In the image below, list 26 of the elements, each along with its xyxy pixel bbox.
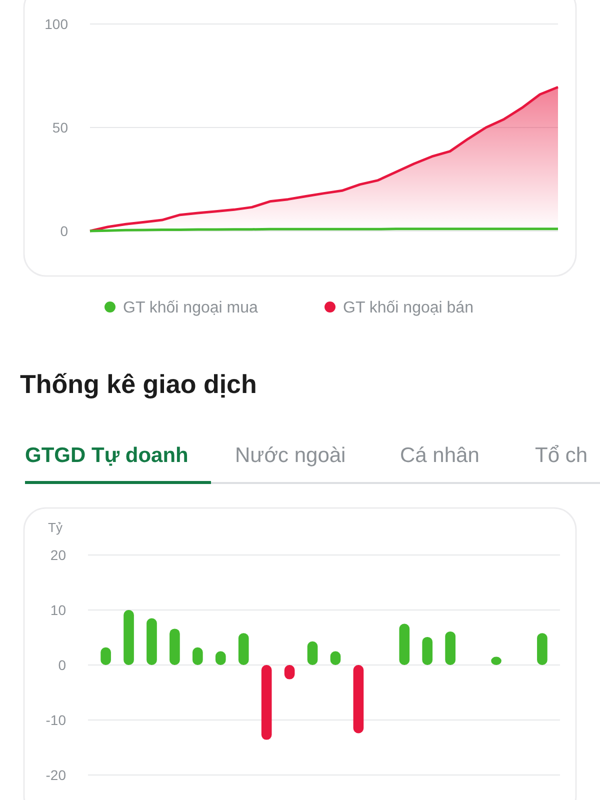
y-tick-label: 0	[60, 222, 68, 239]
y-tick-label: 20	[50, 546, 66, 563]
chart-title: Thống kê giao dịch	[20, 369, 257, 399]
legend-label: GT khối ngoại mua	[123, 300, 258, 317]
text: GTGD Tự doanh	[25, 444, 188, 467]
y-tick-label: 50	[52, 119, 68, 136]
bar	[353, 665, 364, 734]
bar	[422, 636, 433, 665]
y-tick-label: -10	[46, 712, 66, 728]
legend-label: GT khối ngoại bán	[343, 300, 474, 317]
y-tick-label: -20	[46, 766, 66, 783]
y-tick-label: 10	[50, 602, 66, 618]
bar	[124, 610, 134, 665]
text: Cá nhân	[400, 444, 480, 467]
bar	[537, 633, 548, 665]
text: Nước ngoài	[235, 444, 346, 467]
bar	[445, 631, 456, 665]
bar	[261, 665, 272, 740]
bar	[399, 624, 410, 665]
bar	[146, 618, 157, 665]
y-tick-label: 0	[58, 656, 66, 673]
text: Tổ ch	[535, 444, 588, 467]
bar	[238, 633, 249, 665]
bar	[170, 628, 180, 665]
y-axis-title: Tỷ	[48, 520, 63, 535]
y-tick-label: 100	[44, 16, 68, 32]
